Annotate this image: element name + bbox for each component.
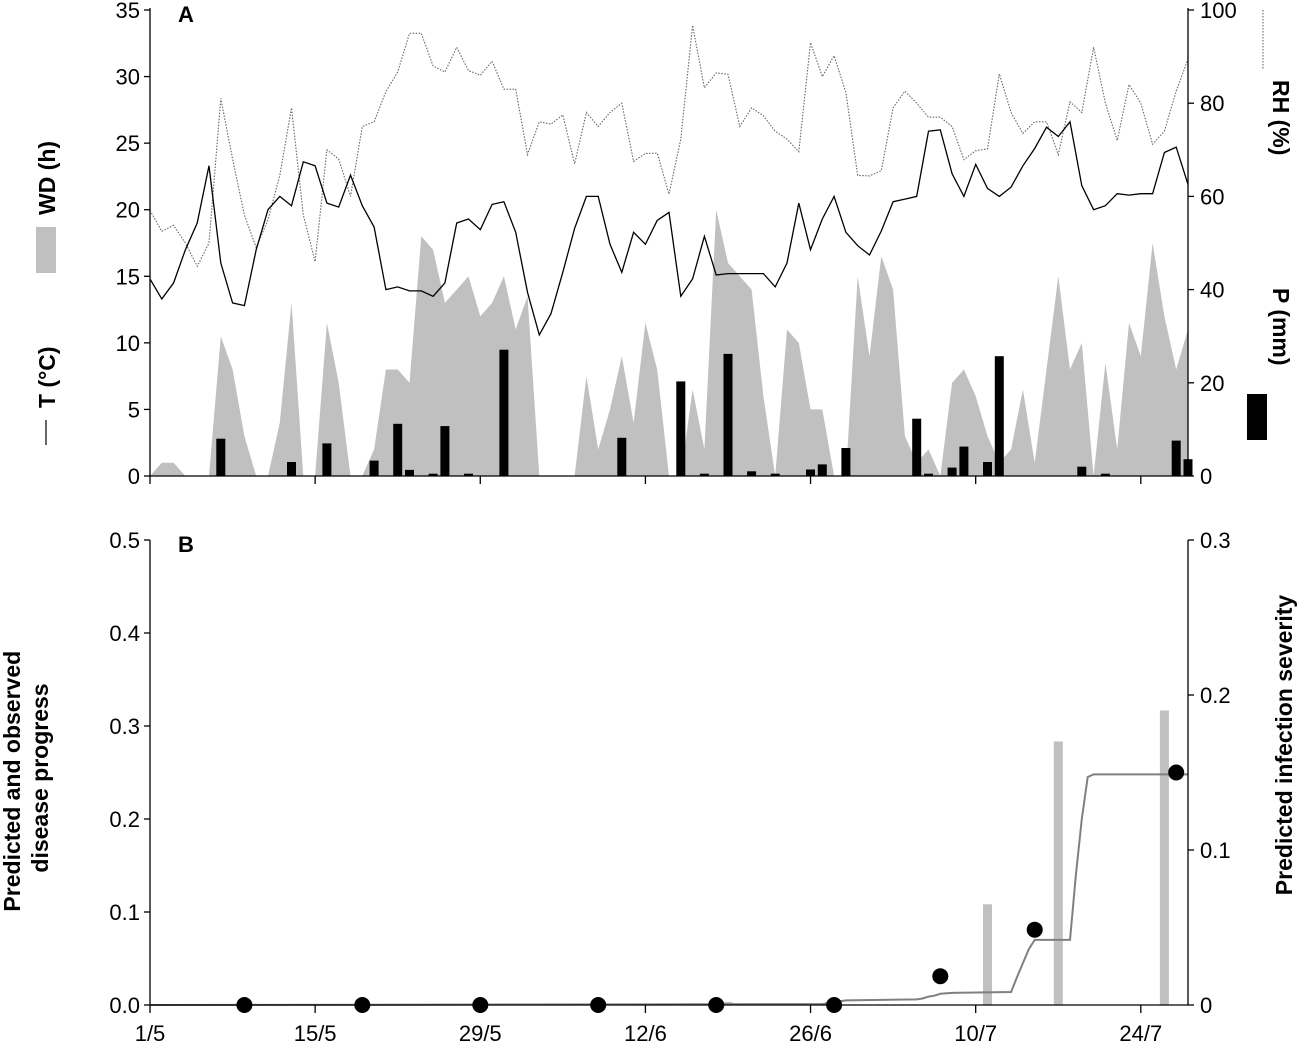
- precip-bar: [994, 356, 1004, 476]
- precip-bar: [723, 353, 733, 476]
- panel-b-left-axis-title-line1: Predicted and observed disease progress: [0, 644, 53, 911]
- panel-a-rh-line-layer: [149, 25, 1189, 268]
- precip-bar: [747, 471, 757, 476]
- precip-bar: [947, 467, 957, 476]
- precip-bar: [699, 473, 709, 476]
- precip-bar: [393, 423, 403, 476]
- precip-bar: [440, 426, 450, 476]
- t-axis-label: T (°C): [34, 346, 60, 408]
- precip-bar: [924, 473, 933, 476]
- panel-a-right-tick-label: 0: [1200, 464, 1212, 489]
- panel-a-left-tick-label: 20: [116, 198, 140, 223]
- panel-b-right-tick-label: 0.2: [1200, 683, 1231, 708]
- precip-bar: [1100, 473, 1110, 476]
- wd-area: [150, 209, 1188, 476]
- severity-bar: [1053, 741, 1063, 1005]
- p-legend-swatch: [1247, 394, 1267, 440]
- panel-a-right-tick-label: 80: [1200, 91, 1224, 116]
- precip-bar: [1077, 466, 1087, 476]
- observed-point: [932, 968, 949, 985]
- precip-bar: [841, 448, 851, 476]
- panel-b-right-tick-label: 0.3: [1200, 528, 1231, 553]
- panel-a-right-tick-label: 100: [1200, 0, 1237, 23]
- panel-a-left-tick-label: 30: [116, 65, 140, 90]
- precip-bar: [405, 469, 414, 476]
- panel-a-left-axis-title: WD (h) T (°C): [34, 141, 60, 445]
- panel-a-left-tick-label: 5: [128, 397, 140, 422]
- precip-bar: [817, 464, 827, 476]
- precip-bar: [617, 437, 627, 476]
- precip-bar: [806, 469, 815, 476]
- panel-a-precipitation-bars-layer: [216, 349, 1193, 476]
- panel-b-left-axis-title: Predicted and observed: [0, 651, 25, 912]
- panel-b-x-tick-label: 29/5: [459, 1021, 502, 1046]
- precip-bar: [676, 381, 686, 476]
- panel-b-left-tick-label: 0.5: [109, 528, 140, 553]
- panel-b-left-tick-label: 0.1: [109, 900, 140, 925]
- temperature-line: [149, 120, 1189, 337]
- panel-a-wd-area-layer: [150, 209, 1188, 476]
- rh-axis-label: RH (%): [1268, 80, 1294, 155]
- panel-b-left-axis-title-line2: disease progress: [27, 683, 53, 872]
- panel-b-right-tick-label: 0: [1200, 993, 1212, 1018]
- severity-bar: [1159, 710, 1169, 1005]
- panel-b-left-tick-label: 0.0: [109, 993, 140, 1018]
- observed-point: [1026, 921, 1043, 938]
- panel-b-right-tick-label: 0.1: [1200, 838, 1231, 863]
- panel-a-right-tick-label: 20: [1200, 371, 1224, 396]
- panel-b-right-axis-title: Predicted infection severity: [1271, 595, 1297, 896]
- panel-a-axes: 0 5 10 15 20 25 30 35 0 20 40 60 80 100: [116, 0, 1237, 489]
- panel-a-temperature-line-layer: [149, 120, 1189, 337]
- panel-a-right-axis-title: RH (%) P (mm): [1247, 10, 1294, 440]
- precip-bar: [464, 473, 473, 476]
- panel-b-x-tick-label: 15/5: [294, 1021, 337, 1046]
- panel-a-left-tick-label: 25: [116, 131, 140, 156]
- precip-bar: [959, 446, 969, 476]
- panel-a-left-tick-label: 10: [116, 331, 140, 356]
- wd-axis-label: WD (h): [34, 141, 60, 215]
- precip-bar: [499, 349, 509, 476]
- precip-bar: [1171, 440, 1181, 476]
- precip-bar: [216, 438, 226, 476]
- panel-b-left-tick-label: 0.3: [109, 714, 140, 739]
- precip-bar: [428, 473, 438, 476]
- severity-bar: [983, 904, 992, 1006]
- panel-b-observed-points-layer: [236, 764, 1185, 1013]
- panel-b-x-tick-label: 10/7: [954, 1021, 997, 1046]
- precip-bar: [983, 462, 992, 476]
- panel-a-right-tick-label: 60: [1200, 184, 1224, 209]
- panel-b-x-tick-label: 12/6: [624, 1021, 667, 1046]
- panel-b-progress-line-layer: [149, 773, 1188, 1006]
- predicted-progress-line: [149, 773, 1188, 1006]
- precip-bar: [322, 443, 332, 476]
- precip-bar: [287, 462, 296, 476]
- panel-a-left-tick-label: 15: [116, 264, 140, 289]
- panel-a-label: A: [178, 2, 194, 27]
- rh-line: [149, 25, 1189, 268]
- panel-b-x-tick-label: 24/7: [1119, 1021, 1162, 1046]
- panel-b-left-tick-label: 0.2: [109, 807, 140, 832]
- panel-a-left-tick-label: 0: [128, 464, 140, 489]
- precip-bar: [770, 473, 780, 476]
- panel-b-x-tick-label: 26/6: [789, 1021, 832, 1046]
- panel-b-axes: 0.0 0.1 0.2 0.3 0.4 0.5 0 0.1 0.2 0.3 1/5 15/5 29/5 1…: [109, 528, 1230, 1046]
- panel-b-left-tick-label: 0.4: [109, 621, 140, 646]
- observed-point: [1168, 764, 1185, 781]
- panel-a-left-tick-label: 35: [116, 0, 140, 23]
- panel-b-x-tick-label: 1/5: [135, 1021, 166, 1046]
- panel-b-label: B: [178, 532, 194, 557]
- precip-bar: [912, 418, 922, 476]
- precip-bar: [369, 460, 379, 476]
- p-axis-label: P (mm): [1268, 288, 1294, 366]
- wd-legend-swatch: [36, 227, 56, 273]
- panel-a-right-tick-label: 40: [1200, 278, 1224, 303]
- panel-b-severity-bars-layer: [723, 710, 1169, 1006]
